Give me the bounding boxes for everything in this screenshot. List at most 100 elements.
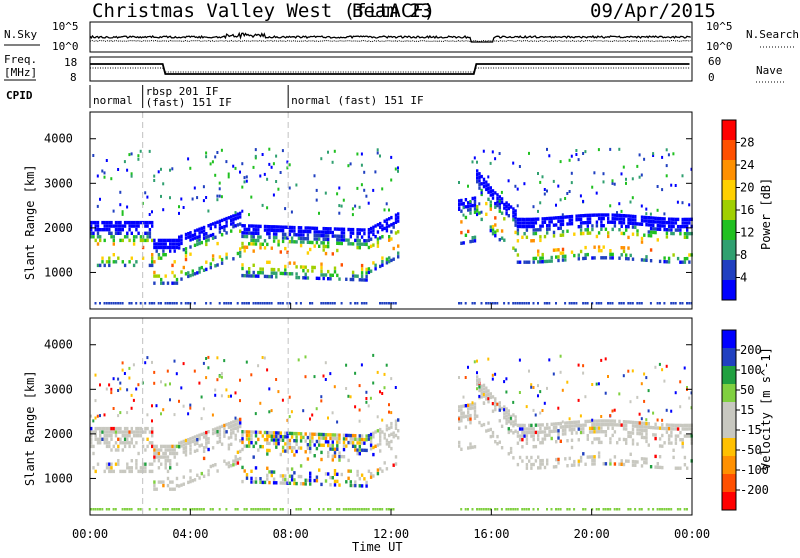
heatmap-cell (322, 436, 325, 440)
heatmap-cell (397, 251, 400, 255)
heatmap-cell (137, 220, 140, 225)
heatmap-cell (160, 256, 163, 260)
heatmap-cell (640, 302, 643, 305)
heatmap-cell (528, 369, 530, 373)
heatmap-cell (613, 462, 617, 466)
heatmap-cell (570, 222, 574, 226)
heatmap-cell (462, 213, 465, 217)
heatmap-cell (169, 462, 172, 466)
heatmap-cell (248, 437, 251, 441)
heatmap-cell (464, 233, 468, 237)
heatmap-cell (146, 220, 149, 225)
heatmap-cell (261, 445, 264, 449)
heatmap-cell (356, 228, 359, 232)
heatmap-cell (636, 302, 639, 305)
heatmap-cell (591, 455, 594, 459)
heatmap-cell (564, 425, 567, 429)
heatmap-cell (293, 261, 296, 265)
heatmap-cell (480, 210, 483, 214)
heatmap-cell (137, 157, 140, 161)
heatmap-cell (365, 278, 368, 282)
heatmap-cell (582, 231, 585, 236)
heatmap-cell (119, 411, 122, 415)
heatmap-cell (473, 413, 477, 417)
heatmap-cell (108, 220, 111, 225)
heatmap-cell (525, 405, 528, 409)
heatmap-cell (679, 380, 682, 384)
heatmap-cell (564, 254, 567, 258)
heatmap-cell (336, 472, 339, 476)
heatmap-cell (164, 508, 167, 511)
heatmap-cell (514, 248, 517, 252)
heatmap-cell (539, 459, 542, 463)
heatmap-cell (627, 369, 630, 373)
heatmap-cell (286, 166, 289, 170)
heatmap-cell (588, 430, 592, 434)
heatmap-cell (512, 400, 515, 404)
heatmap-cell (164, 462, 167, 466)
heatmap-cell (254, 148, 257, 152)
heatmap-cell (541, 252, 544, 257)
heatmap-cell (230, 428, 233, 432)
heatmap-cell (340, 472, 343, 477)
heatmap-cell (548, 426, 551, 430)
heatmap-cell (656, 227, 659, 231)
heatmap-cell (372, 474, 375, 478)
heatmap-cell (130, 430, 133, 434)
heatmap-cell (607, 426, 610, 430)
heatmap-cell (686, 423, 689, 428)
heatmap-cell (613, 217, 617, 221)
heatmap-cell (241, 263, 244, 267)
heatmap-cell (570, 181, 573, 185)
heatmap-cell (166, 238, 170, 243)
heatmap-cell (665, 164, 668, 168)
heatmap-cell (263, 438, 267, 442)
heatmap-cell (622, 423, 626, 427)
heatmap-cell (471, 203, 474, 208)
heatmap-cell (643, 457, 646, 461)
heatmap-cell (126, 437, 129, 441)
heatmap-cell (180, 444, 183, 448)
heatmap-cell (600, 415, 603, 418)
heatmap-cell (496, 228, 499, 233)
heatmap-cell (232, 463, 235, 467)
heatmap-cell (634, 463, 637, 467)
heatmap-cell (254, 238, 258, 243)
heatmap-cell (521, 423, 524, 428)
heatmap-cell (322, 237, 325, 241)
heatmap-cell (162, 480, 165, 484)
heatmap-cell (469, 200, 472, 203)
heatmap-cell (94, 238, 97, 243)
heatmap-cell (518, 221, 522, 225)
heatmap-cell (537, 466, 540, 470)
heatmap-cell (358, 434, 361, 438)
heatmap-cell (670, 221, 673, 225)
heatmap-cell (356, 235, 359, 239)
heatmap-cell (266, 452, 269, 456)
heatmap-cell (268, 441, 271, 446)
heatmap-cell (171, 242, 174, 246)
heatmap-cell (324, 191, 327, 195)
heatmap-cell (227, 425, 231, 429)
heatmap-cell (604, 391, 607, 395)
heatmap-cell (471, 236, 474, 240)
heatmap-cell (202, 407, 205, 411)
heatmap-cell (354, 274, 357, 278)
heatmap-cell (354, 483, 357, 488)
heatmap-cell (505, 421, 508, 425)
heatmap-cell (385, 202, 388, 206)
heatmap-cell (126, 508, 129, 511)
heatmap-cell (577, 253, 580, 257)
heatmap-cell (146, 426, 149, 431)
heatmap-cell (365, 438, 368, 442)
heatmap-cell (128, 466, 131, 470)
heatmap-cell (101, 437, 104, 441)
heatmap-cell (676, 256, 680, 261)
heatmap-cell (532, 231, 535, 236)
heatmap-cell (663, 426, 666, 431)
heatmap-cell (564, 421, 567, 425)
heatmap-cell (103, 430, 106, 434)
heatmap-cell (327, 237, 330, 242)
heatmap-cell (139, 302, 142, 305)
heatmap-cell (205, 242, 208, 247)
